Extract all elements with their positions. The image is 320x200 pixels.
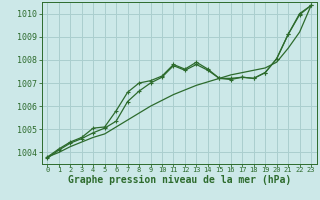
X-axis label: Graphe pression niveau de la mer (hPa): Graphe pression niveau de la mer (hPa) xyxy=(68,175,291,185)
